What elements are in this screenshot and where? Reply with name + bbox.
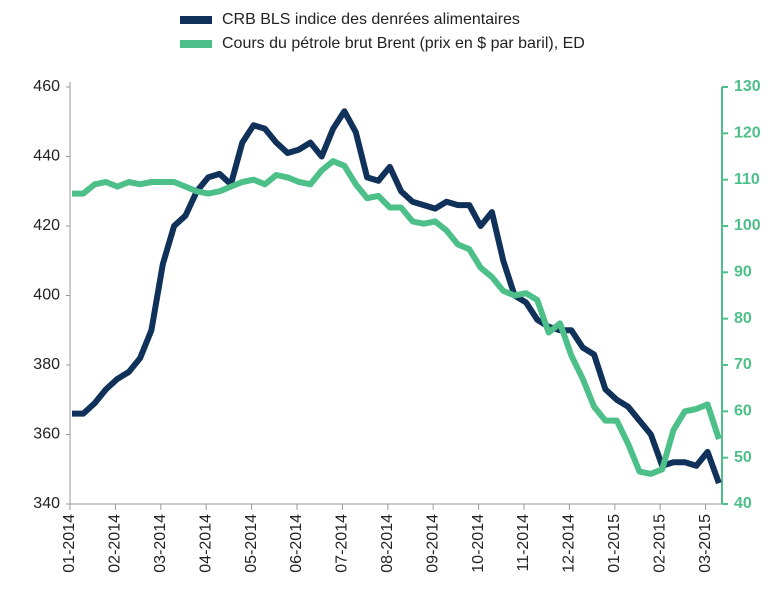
series-line <box>72 158 722 477</box>
y-tick-label: 360 <box>33 426 60 443</box>
y-tick-label: 460 <box>33 78 60 95</box>
y2-tick-label: 130 <box>734 78 761 95</box>
legend-label: CRB BLS indice des denrées alimentaires <box>222 11 520 28</box>
y2-tick-label: 70 <box>734 356 752 373</box>
x-tick-label: 04-2014 <box>197 514 214 573</box>
x-tick-label: 01-2015 <box>606 514 623 573</box>
y-tick-label: 400 <box>33 287 60 304</box>
y2-tick-label: 50 <box>734 449 752 466</box>
x-tick-label: 02-2015 <box>651 514 668 573</box>
series-line <box>72 108 722 485</box>
y2-tick-label: 40 <box>734 495 752 512</box>
y2-tick-label: 100 <box>734 217 761 234</box>
x-tick-label: 12-2014 <box>561 514 578 573</box>
y-tick-label: 380 <box>33 356 60 373</box>
y2-tick-label: 90 <box>734 264 752 281</box>
x-tick-label: 03-2015 <box>697 514 714 573</box>
y-tick-label: 340 <box>33 495 60 512</box>
y2-tick-label: 60 <box>734 403 752 420</box>
legend-swatch <box>180 40 212 48</box>
x-tick-label: 06-2014 <box>288 514 305 573</box>
x-tick-label: 01-2014 <box>61 514 78 573</box>
x-tick-label: 07-2014 <box>334 514 351 573</box>
x-tick-label: 02-2014 <box>107 514 124 573</box>
legend-swatch <box>180 16 212 24</box>
y-tick-label: 440 <box>33 148 60 165</box>
y2-tick-label: 80 <box>734 310 752 327</box>
x-tick-label: 09-2014 <box>424 514 441 573</box>
y2-tick-label: 120 <box>734 125 761 142</box>
x-tick-label: 05-2014 <box>243 514 260 573</box>
x-tick-label: 03-2014 <box>152 514 169 573</box>
y-tick-label: 420 <box>33 217 60 234</box>
y2-tick-label: 110 <box>734 171 760 188</box>
x-tick-label: 08-2014 <box>379 514 396 573</box>
legend-label: Cours du pétrole brut Brent (prix en $ p… <box>222 35 585 52</box>
x-tick-label: 11-2014 <box>515 514 532 572</box>
x-tick-label: 10-2014 <box>470 514 487 573</box>
